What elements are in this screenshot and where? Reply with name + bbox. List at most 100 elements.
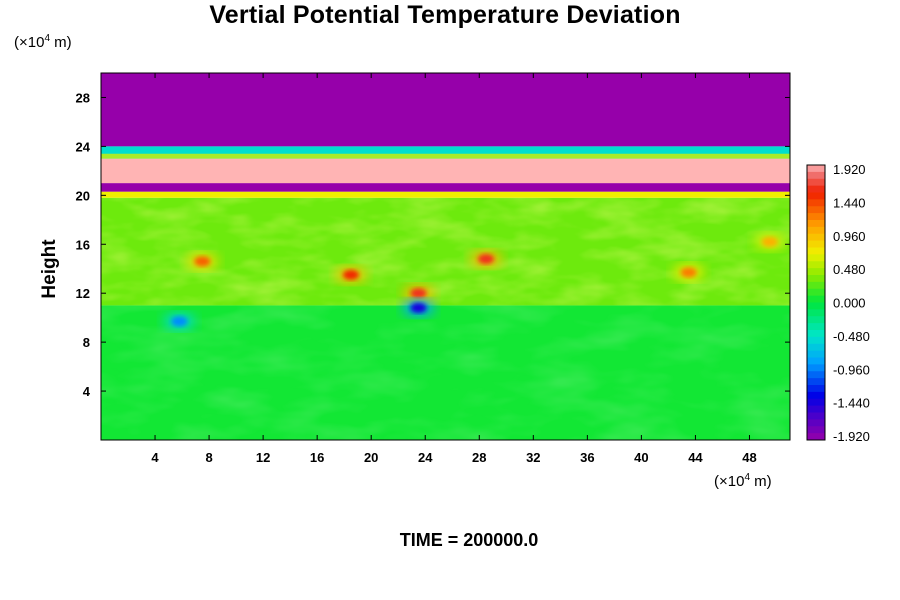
x-tick-label: 16 [310,450,324,465]
y-unit-suffix: m) [50,34,72,51]
anomaly-spot [761,236,778,247]
colorbar-swatch [807,426,825,434]
anomaly-spot [410,288,427,299]
colorbar-swatch [807,233,825,242]
y-tick-label: 16 [76,237,90,252]
anomaly-spot [410,302,427,313]
colorbar-swatch [807,412,825,420]
colorbar-swatch [807,275,825,283]
colorbar-swatch [807,220,825,228]
colorbar-swatch [807,226,825,235]
colorbar-swatch [807,378,825,386]
colorbar-swatch [807,178,825,187]
colorbar-swatch [807,398,825,407]
colorbar-swatch [807,261,825,269]
x-tick-label: 44 [688,450,703,465]
layer-2 [101,191,790,198]
colorbar-swatch [807,405,825,413]
x-tick-label: 32 [526,450,540,465]
x-tick-label: 28 [472,450,486,465]
colorbar-swatch [807,336,825,345]
colorbar-swatch [807,330,825,338]
colorbar-swatch [807,171,825,180]
colorbar: 1.920 1.440 0.960 0.480 0.000 -0.480 -0.960 -1.… [806,162,870,444]
heatmap-field [101,73,790,440]
colorbar-swatch [807,357,825,365]
colorbar-swatch [807,343,825,352]
anomaly-spot [680,267,697,278]
colorbar-swatch [807,371,825,379]
colorbar-label: 0.480 [833,262,866,277]
colorbar-swatch [807,295,825,303]
layer-3 [101,183,790,192]
y-axis-unit: (×104 m) [14,33,72,51]
time-label: TIME = 200000.0 [399,530,539,550]
x-unit-prefix: (×10 [714,473,745,490]
colorbar-swatch [807,206,825,214]
y-tick-label: 24 [76,139,91,154]
colorbar-swatch [807,309,825,317]
colorbar-label: 1.920 [833,162,866,177]
y-tick-label: 28 [76,90,90,105]
transition-band-inner [101,153,790,159]
x-axis-ticks: 4 8 12 16 20 24 28 32 36 40 44 48 [151,73,757,465]
colorbar-swatch [807,192,825,200]
anomaly-spot [194,256,211,267]
layer-4 [101,158,790,184]
y-tick-label: 4 [83,384,91,399]
colorbar-swatch [807,247,825,255]
turbulence-lower [101,305,790,440]
layer-5 [101,73,790,147]
colorbar-swatch [807,185,825,193]
colorbar-frame [806,164,826,441]
colorbar-label: 0.960 [833,229,866,244]
x-tick-label: 8 [205,450,212,465]
colorbar-swatch [807,302,825,310]
x-tick-label: 24 [418,450,433,465]
colorbar-label: 0.000 [833,296,866,311]
colorbar-swatch [807,364,825,372]
y-tick-label: 8 [83,335,90,350]
colorbar-swatch [807,323,825,331]
colorbar-label: -0.480 [833,329,870,344]
colorbar-swatch [807,281,825,290]
colorbar-swatch [807,254,825,262]
chart-title: Vertial Potential Temperature Deviation [209,1,681,29]
x-unit-suffix: m) [750,473,772,490]
colorbar-label: -1.440 [833,396,870,411]
plot-frame [100,72,791,441]
colorbar-swatch [807,391,825,400]
y-tick-label: 12 [76,286,90,301]
colorbar-swatch [807,268,825,276]
colorbar-swatch [807,240,825,248]
y-axis-ticks: 4 8 12 16 20 24 28 [76,90,790,399]
y-unit-exponent: 4 [44,33,51,44]
turbulence-upper [101,197,790,306]
colorbar-label: 1.440 [833,195,866,210]
colorbar-swatch [807,213,825,221]
anomaly-spot [342,269,359,280]
x-tick-label: 4 [151,450,159,465]
colorbar-swatch [807,316,825,324]
colorbar-label: -0.960 [833,362,870,377]
x-tick-label: 20 [364,450,378,465]
colorbar-swatch [807,433,825,441]
colorbar-swatch [807,350,825,358]
x-tick-label: 36 [580,450,594,465]
x-axis-unit: (×104 m) [714,472,772,490]
x-tick-label: 12 [256,450,270,465]
colorbar-swatch [807,199,825,207]
y-unit-prefix: (×10 [14,34,45,51]
x-tick-label: 48 [742,450,756,465]
colorbar-swatch [807,165,825,173]
x-tick-label: 40 [634,450,648,465]
anomaly-spot [171,316,188,327]
anomaly-spot [478,253,495,264]
y-tick-label: 20 [76,188,90,203]
x-unit-exponent: 4 [744,472,751,483]
colorbar-swatch [807,419,825,427]
colorbar-label: -1.920 [833,429,870,444]
colorbar-swatch [807,385,825,393]
colorbar-swatch [807,288,825,297]
